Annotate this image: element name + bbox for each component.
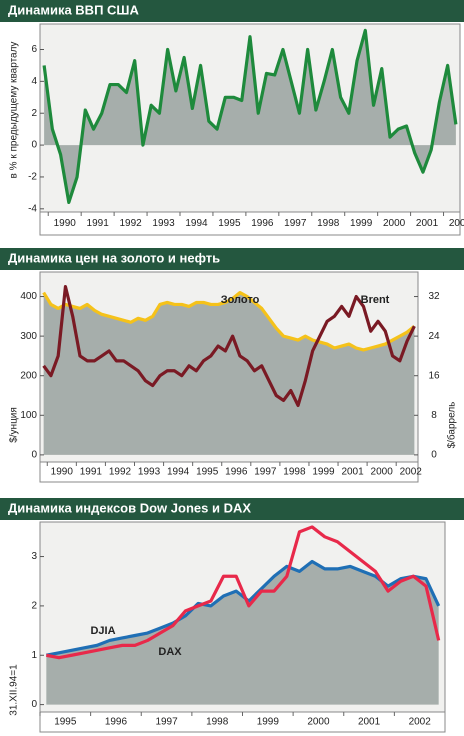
- x-tick-label: 1999: [257, 717, 280, 728]
- x-tick-label: 2000: [371, 467, 394, 478]
- y-tick-label: 1: [31, 650, 37, 661]
- x-tick-label: 1995: [54, 717, 77, 728]
- y2-tick-label: 24: [428, 331, 440, 342]
- x-tick-label: 2002: [400, 467, 423, 478]
- x-strip: [39, 211, 461, 236]
- x-tick-label: 2001: [416, 218, 439, 229]
- y-tick-label: 100: [20, 410, 37, 421]
- x-tick-label: 1998: [206, 717, 229, 728]
- x-tick-label: 1999: [350, 218, 373, 229]
- y-tick-label: 2: [31, 601, 37, 612]
- x-tick-label: 2001: [341, 467, 364, 478]
- y-tick-label: 0: [31, 140, 37, 151]
- x-tick-label: 2001: [358, 717, 381, 728]
- y-tick-label: -4: [28, 203, 37, 214]
- y2-tick-label: 32: [428, 291, 440, 302]
- chart-title: Динамика индексов Dow Jones и DAX: [8, 500, 251, 515]
- area: [46, 561, 439, 705]
- x-tick-label: 1995: [196, 467, 219, 478]
- line: [42, 28, 458, 205]
- x-tick-label: 1996: [251, 218, 274, 229]
- x-tick-label: 1996: [225, 467, 248, 478]
- y-axis-label: $/унция: [9, 407, 20, 443]
- area: [44, 30, 456, 203]
- y-tick-label: 3: [31, 551, 37, 562]
- y2-axis-label: $/баррель: [446, 402, 458, 449]
- y-tick-label: 4: [31, 76, 37, 87]
- series-label: DJIA: [90, 625, 115, 637]
- x-tick-label: 2000: [383, 218, 406, 229]
- x-tick-label: 1990: [51, 467, 74, 478]
- y-tick-label: 300: [20, 331, 37, 342]
- line: [46, 559, 441, 657]
- x-tick-label: 1990: [54, 218, 77, 229]
- chart-title: Динамика цен на золото и нефть: [8, 250, 220, 265]
- header: [0, 248, 464, 270]
- x-tick-label: 1998: [283, 467, 306, 478]
- y2-tick-label: 8: [431, 410, 437, 421]
- line: [42, 285, 416, 407]
- x-tick-label: 1992: [109, 467, 132, 478]
- area: [43, 292, 415, 455]
- x-tick-label: 2000: [307, 717, 330, 728]
- y-tick-label: 0: [31, 450, 37, 461]
- series-label: Золото: [221, 294, 260, 306]
- y2-tick-label: 16: [428, 370, 440, 381]
- header: [0, 498, 464, 520]
- x-tick-label: 2002: [449, 218, 464, 229]
- x-tick-label: 1994: [185, 218, 208, 229]
- y-tick-label: 200: [20, 370, 37, 381]
- y-tick-label: 0: [31, 699, 37, 710]
- series-label: Brent: [361, 294, 390, 306]
- x-tick-label: 1998: [317, 218, 340, 229]
- x-tick-label: 1992: [119, 218, 142, 229]
- header: [0, 0, 464, 22]
- x-tick-label: 1991: [80, 467, 103, 478]
- y-tick-label: 6: [31, 44, 37, 55]
- x-strip: [39, 461, 419, 483]
- x-tick-label: 1997: [254, 467, 277, 478]
- line: [42, 290, 416, 352]
- x-tick-label: 1996: [105, 717, 128, 728]
- y-tick-label: 2: [31, 108, 37, 119]
- x-tick-label: 1999: [312, 467, 335, 478]
- x-tick-label: 1994: [167, 467, 190, 478]
- y2-tick-label: 0: [431, 450, 437, 461]
- y-axis-label: 31.XII.94=1: [9, 664, 20, 716]
- x-tick-label: 1997: [284, 218, 307, 229]
- chart-title: Динамика ВВП США: [8, 2, 139, 17]
- line: [46, 525, 441, 660]
- x-tick-label: 2002: [409, 717, 432, 728]
- y-tick-label: -2: [28, 172, 37, 183]
- y-tick-label: 400: [20, 291, 37, 302]
- series-label: DAX: [158, 646, 182, 658]
- x-tick-label: 1991: [87, 218, 110, 229]
- y-axis-label: в % к предыдущему кварталу: [9, 42, 20, 179]
- x-tick-label: 1993: [152, 218, 175, 229]
- x-tick-label: 1997: [155, 717, 178, 728]
- x-tick-label: 1995: [218, 218, 241, 229]
- x-tick-label: 1993: [138, 467, 161, 478]
